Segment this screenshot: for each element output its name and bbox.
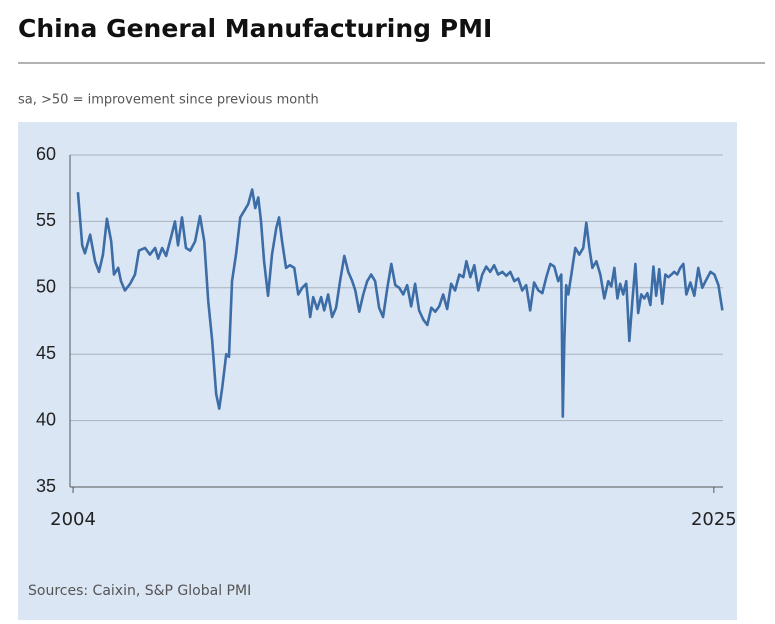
x-tick-label: 2025 bbox=[691, 509, 737, 530]
x-tick-label: 2004 bbox=[50, 509, 96, 530]
y-tick-label: 55 bbox=[36, 210, 56, 230]
chart-subtitle: sa, >50 = improvement since previous mon… bbox=[18, 93, 319, 108]
y-tick-label: 40 bbox=[36, 409, 56, 429]
plot-panel bbox=[18, 122, 737, 620]
pmi-line bbox=[76, 188, 724, 418]
y-tick-label: 50 bbox=[36, 277, 56, 297]
y-tick-label: 35 bbox=[36, 476, 56, 496]
y-tick-label: 45 bbox=[36, 343, 56, 363]
y-tick-label: 60 bbox=[36, 144, 56, 164]
chart-title: China General Manufacturing PMI bbox=[18, 14, 492, 43]
source-note: Sources: Caixin, S&P Global PMI bbox=[28, 583, 251, 599]
